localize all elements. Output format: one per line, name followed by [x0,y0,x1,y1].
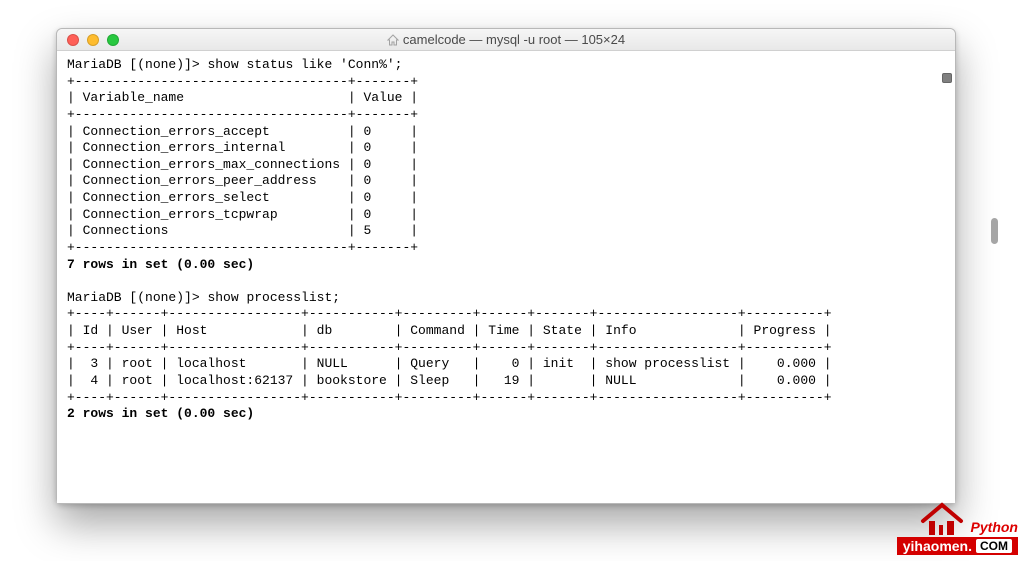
watermark-site: yihaomen. [903,539,972,553]
watermark-com: COM [976,539,1012,553]
q1-row: | Connection_errors_internal | 0 | [67,140,418,155]
minimize-button[interactable] [87,34,99,46]
watermark: Python yihaomen. COM [897,501,1018,555]
window-title: camelcode — mysql -u root — 105×24 [57,32,955,47]
q1-border-bottom: +-----------------------------------+---… [67,240,418,255]
command-1: show status like 'Conn%'; [207,57,402,72]
prompt-1: MariaDB [(none)]> [67,57,207,72]
q2-row: | 3 | root | localhost | NULL | Query | … [67,356,832,371]
q1-row: | Connection_errors_select | 0 | [67,190,418,205]
house-logo-icon [919,501,965,537]
command-2: show processlist; [207,290,340,305]
window-titlebar[interactable]: camelcode — mysql -u root — 105×24 [57,29,955,51]
q1-header: | Variable_name | Value | [67,90,418,105]
q2-header-sep: +----+------+-----------------+---------… [67,340,832,355]
terminal-output[interactable]: MariaDB [(none)]> show status like 'Conn… [57,51,955,503]
q2-row: | 4 | root | localhost:62137 | bookstore… [67,373,832,388]
close-button[interactable] [67,34,79,46]
watermark-top-row: Python [919,501,1018,537]
watermark-python-label: Python [971,519,1018,535]
scrollbar-thumb[interactable] [991,218,998,244]
q2-footer: 2 rows in set (0.00 sec) [67,406,254,421]
traffic-lights [57,34,119,46]
q2-border-bottom: +----+------+-----------------+---------… [67,390,832,405]
home-icon [387,34,399,46]
q1-header-sep: +-----------------------------------+---… [67,107,418,122]
q2-border-top: +----+------+-----------------+---------… [67,306,832,321]
q2-header: | Id | User | Host | db | Command | Time… [67,323,832,338]
q1-footer: 7 rows in set (0.00 sec) [67,257,254,272]
q1-row: | Connection_errors_accept | 0 | [67,124,418,139]
window-title-text: camelcode — mysql -u root — 105×24 [403,32,625,47]
q1-border-top: +-----------------------------------+---… [67,74,418,89]
zoom-button[interactable] [107,34,119,46]
scroll-indicator-icon [942,73,952,83]
q1-row: | Connection_errors_tcpwrap | 0 | [67,207,418,222]
terminal-window: camelcode — mysql -u root — 105×24 Maria… [56,28,956,504]
q1-row: | Connection_errors_max_connections | 0 … [67,157,418,172]
q1-row: | Connections | 5 | [67,223,418,238]
watermark-bar: yihaomen. COM [897,537,1018,555]
q1-row: | Connection_errors_peer_address | 0 | [67,173,418,188]
prompt-2: MariaDB [(none)]> [67,290,207,305]
